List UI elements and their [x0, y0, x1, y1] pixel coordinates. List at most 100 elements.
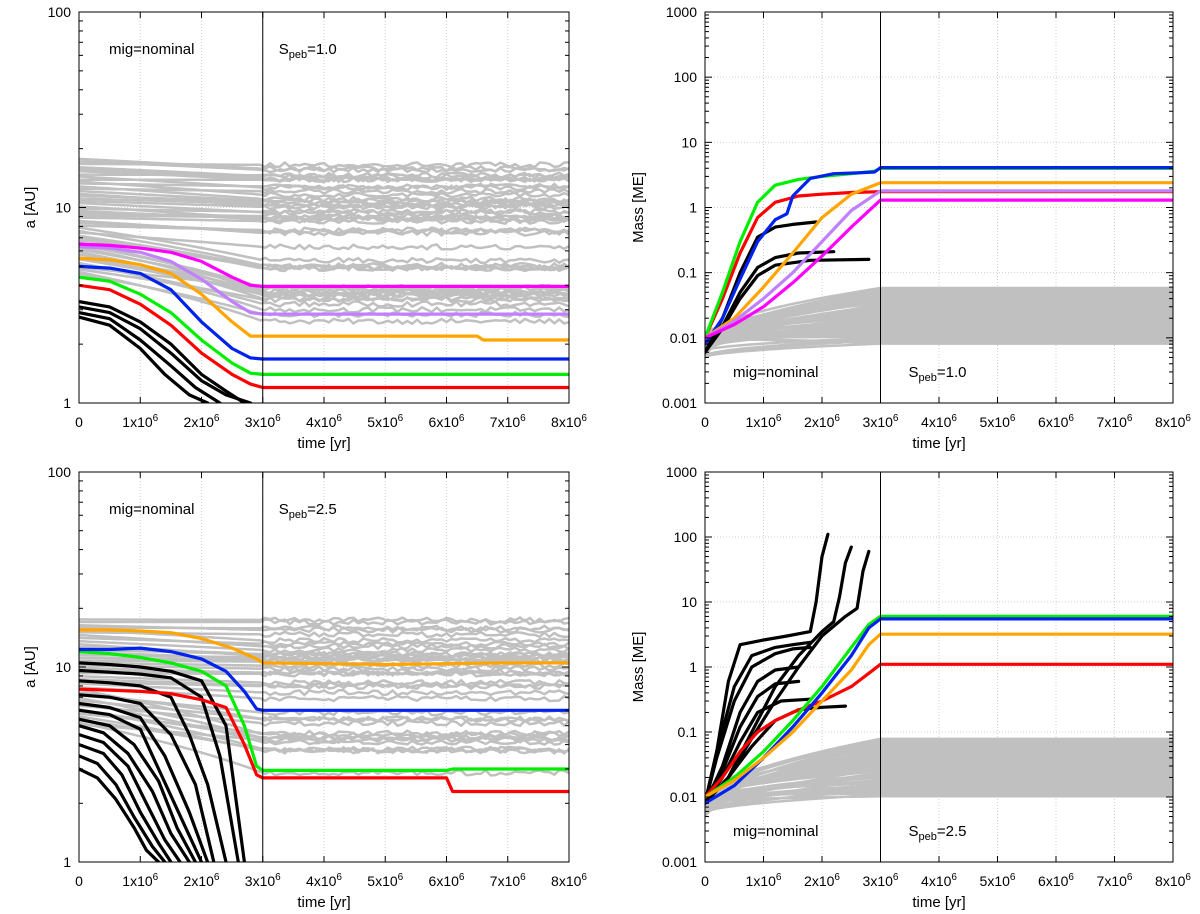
y-axis-label: a [AU]	[22, 187, 39, 229]
background-track	[705, 773, 1173, 803]
x-tick-label: 1x106	[746, 413, 782, 430]
x-tick-label: 7x106	[490, 872, 526, 889]
series-black-6	[705, 665, 801, 805]
background-track	[79, 624, 569, 635]
panel-bottom-right: 0 1x106 2x106 3x106 4x106 5x106 6x106 7x106 8x10…	[630, 464, 1191, 911]
background-track	[79, 180, 569, 199]
series-red	[79, 283, 569, 390]
y-axis-label: a [AU]	[22, 646, 39, 688]
series-blue	[79, 264, 569, 361]
y-tick-label: 0.1	[678, 724, 698, 740]
series-black-4	[705, 640, 812, 805]
x-tick-label: 6x106	[1038, 872, 1074, 889]
panel-bottom-left: 0 1x106 2x106 3x106 4x106 5x106 6x106 7x106 8x10…	[22, 464, 587, 911]
background-track	[705, 291, 1173, 355]
x-tick-label: 6x106	[429, 872, 465, 889]
background-track	[79, 185, 569, 204]
background-track	[79, 270, 569, 326]
series-black-5	[705, 645, 812, 805]
x-axis-label: time [yr]	[912, 435, 965, 452]
background-track	[79, 699, 569, 724]
x-tick-label: 2x106	[184, 413, 220, 430]
x-tick-label: 4x106	[306, 413, 342, 430]
background-track	[79, 691, 569, 724]
y-axis-label: Mass [ME]	[630, 172, 647, 243]
x-tick-label: 1x106	[122, 872, 158, 889]
background-track	[79, 226, 569, 265]
background-track	[79, 682, 569, 697]
series-orange	[705, 181, 1173, 340]
background-track	[79, 175, 569, 192]
series-green	[705, 614, 1173, 799]
x-tick-label: 8x106	[1155, 872, 1191, 889]
x-tick-label: 5x106	[367, 872, 403, 889]
annotation-speb: Speb=1.0	[909, 364, 967, 384]
background-track	[705, 748, 1173, 814]
annotation-migration: mig=nominal	[109, 41, 194, 58]
ticks: 0 1x106 2x106 3x106 4x106 5x106 6x106 7x106 8x10…	[662, 464, 1191, 889]
x-axis-label: time [yr]	[912, 894, 965, 911]
series-black-11	[79, 754, 167, 862]
background-track	[705, 785, 1173, 809]
series-green	[79, 649, 569, 773]
background-tracks	[79, 616, 569, 777]
series-red	[79, 687, 569, 794]
series-group	[79, 628, 569, 862]
background-track	[705, 328, 1173, 350]
y-tick-label: 100	[48, 464, 72, 480]
x-tick-label: 2x106	[804, 872, 840, 889]
annotation-speb: Speb=2.5	[279, 501, 337, 521]
background-track	[705, 739, 1173, 805]
background-track	[79, 721, 569, 777]
background-track	[79, 231, 569, 251]
series-black-5	[79, 701, 210, 862]
background-track	[705, 737, 1173, 803]
x-tick-label: 6x106	[429, 413, 465, 430]
y-tick-label: 100	[674, 529, 698, 545]
x-tick-label: 3x106	[245, 413, 281, 430]
x-tick-label: 4x106	[306, 872, 342, 889]
background-track	[79, 187, 569, 196]
background-track	[705, 286, 1173, 339]
y-tick-label: 0.001	[662, 854, 697, 870]
x-tick-label: 5x106	[980, 413, 1016, 430]
x-tick-label: 0	[75, 414, 83, 430]
plot-area	[79, 616, 569, 862]
y-tick-label: 100	[674, 69, 698, 85]
background-track	[705, 337, 1173, 358]
background-track	[705, 319, 1173, 353]
x-tick-label: 8x106	[551, 413, 587, 430]
series-blue	[705, 617, 1173, 805]
panel-top-right: 0 1x106 2x106 3x106 4x106 5x106 6x106 7x106 8x10…	[630, 4, 1191, 452]
series-orange	[79, 256, 569, 342]
plot-area	[79, 157, 569, 403]
x-tick-label: 7x106	[1097, 413, 1133, 430]
background-track	[79, 246, 569, 299]
background-track	[705, 303, 1173, 358]
y-tick-label: 1	[63, 395, 71, 411]
series-black-9	[79, 732, 182, 862]
background-track	[79, 229, 569, 270]
background-track	[79, 199, 569, 211]
series-violet	[79, 245, 569, 316]
x-tick-label: 7x106	[490, 413, 526, 430]
y-tick-label: 1000	[666, 4, 697, 20]
annotation-migration: mig=nominal	[733, 823, 818, 840]
background-track	[79, 241, 569, 297]
series-blue	[705, 166, 1173, 346]
series-black-8	[79, 724, 191, 862]
series-black-4	[79, 693, 216, 862]
x-tick-label: 3x106	[863, 413, 899, 430]
y-tick-label: 0.001	[662, 395, 697, 411]
series-orange	[79, 628, 569, 667]
series-red	[705, 190, 1173, 340]
x-axis-label: time [yr]	[297, 435, 350, 452]
background-track	[79, 718, 569, 755]
background-track	[79, 681, 569, 691]
background-track	[79, 219, 569, 238]
x-tick-label: 4x106	[921, 872, 957, 889]
plot-area	[705, 532, 1173, 818]
x-axis-label: time [yr]	[297, 894, 350, 911]
plot-area	[705, 166, 1173, 359]
